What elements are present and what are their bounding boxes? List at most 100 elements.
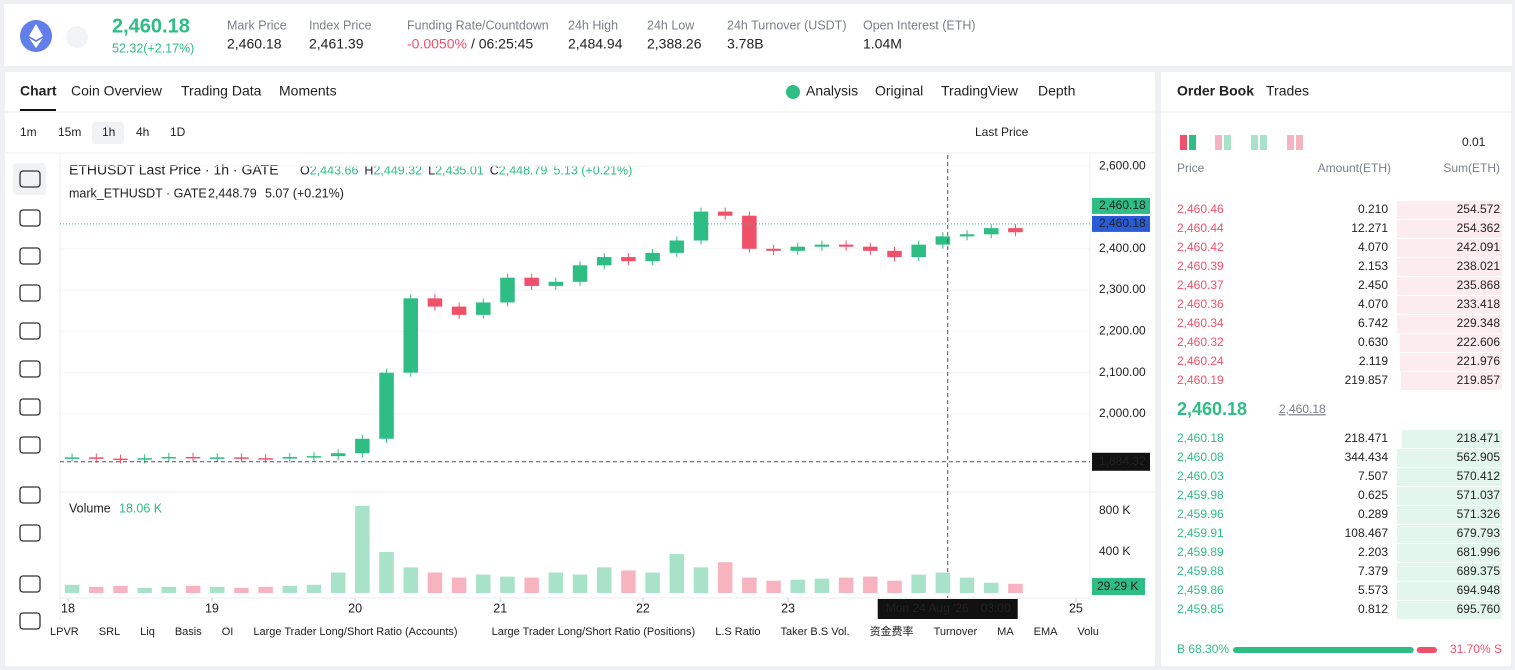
indicator[interactable]: Large Trader Long/Short Ratio (Positions… — [492, 626, 696, 638]
ob-col: Sum(ETH) — [1443, 161, 1500, 175]
ob-view-icon[interactable] — [1215, 135, 1222, 150]
chart-view[interactable]: Analysis — [806, 83, 858, 99]
favorite-button[interactable] — [66, 26, 88, 48]
ob-view-icon[interactable] — [1180, 135, 1187, 150]
depth-bar — [1397, 315, 1502, 333]
candle — [935, 236, 951, 245]
volume-bar — [863, 576, 878, 593]
ob-view-icon[interactable] — [1296, 135, 1303, 150]
ob-view-icon[interactable] — [1224, 135, 1231, 150]
ob-view-icon[interactable] — [1189, 135, 1196, 150]
volume-bar — [572, 574, 588, 593]
ob-tab[interactable]: Order Book — [1177, 83, 1254, 99]
tool-icon[interactable] — [19, 486, 41, 504]
ob-tab[interactable]: Trades — [1266, 83, 1309, 99]
candle — [476, 302, 491, 315]
indicator[interactable]: Taker B.S Vol. — [780, 626, 849, 638]
tool-icon[interactable] — [19, 436, 41, 454]
volume-bar — [693, 567, 709, 593]
indicator[interactable]: EMA — [1034, 626, 1059, 638]
chart-view[interactable]: TradingView — [941, 83, 1019, 99]
analysis-icon — [786, 85, 800, 99]
volume-last-tag — [1092, 578, 1145, 595]
chart-view[interactable]: Depth — [1038, 83, 1075, 99]
ob-amount: 12.271 — [1351, 221, 1388, 235]
indicator[interactable]: LPVR — [50, 626, 79, 638]
mark-legend-value: 2,448.79 — [208, 186, 257, 200]
interval[interactable]: 15m — [58, 125, 81, 139]
ob-view-icon[interactable] — [1251, 135, 1258, 150]
indicator[interactable]: Basis — [175, 626, 202, 638]
change: 52.32(+2.17%) — [112, 41, 194, 55]
volume-bar — [742, 577, 757, 593]
price-source[interactable]: Last Price — [975, 125, 1029, 139]
ob-sum: 694.948 — [1457, 583, 1501, 597]
volume-label: Volume — [69, 501, 111, 515]
interval[interactable]: 1D — [170, 125, 186, 139]
ob-amount: 0.210 — [1358, 202, 1388, 216]
ob-sum: 242.091 — [1457, 240, 1501, 254]
ob-amount: 2.153 — [1358, 259, 1388, 273]
indicator[interactable]: SRL — [99, 626, 120, 638]
ob-sum: 221.976 — [1457, 354, 1501, 368]
interval[interactable]: 4h — [136, 125, 149, 139]
ob-amount: 2.450 — [1358, 278, 1388, 292]
ob-amount: 0.630 — [1358, 335, 1388, 349]
candle — [887, 250, 902, 258]
candle — [596, 257, 612, 266]
tool-icon[interactable] — [19, 170, 41, 188]
tool-icon[interactable] — [19, 209, 41, 227]
stat-value: 2,484.94 — [568, 36, 623, 52]
ob-col: Amount(ETH) — [1318, 161, 1391, 175]
candle — [838, 244, 854, 247]
mark-legend-change: 5.07 (+0.21%) — [265, 186, 344, 200]
ob-price: 2,460.36 — [1177, 297, 1224, 311]
indicator[interactable]: MA — [997, 626, 1014, 638]
ob-sum: 233.418 — [1457, 297, 1501, 311]
chart-tab[interactable]: Coin Overview — [71, 83, 163, 99]
ob-sum: 695.760 — [1457, 602, 1501, 616]
y-tick-label: 2,100.00 — [1099, 365, 1146, 379]
chart-tab[interactable]: Moments — [279, 83, 337, 99]
ob-view-icon[interactable] — [1260, 135, 1267, 150]
volume-bar — [935, 572, 951, 593]
candle — [790, 246, 805, 251]
candle — [330, 453, 346, 457]
tool-icon[interactable] — [19, 575, 41, 593]
chart-view[interactable]: Original — [875, 83, 923, 99]
candle — [403, 298, 418, 373]
ob-view-icon[interactable] — [1287, 135, 1294, 150]
tool-icon[interactable] — [19, 247, 41, 265]
indicator[interactable]: OI — [222, 626, 234, 638]
ob-amount: 219.857 — [1345, 373, 1389, 387]
depth-bar — [1397, 296, 1502, 314]
volume-bar — [814, 578, 830, 593]
volume-bar — [403, 567, 418, 593]
tool-icon[interactable] — [19, 360, 41, 378]
interval[interactable]: 1m — [20, 125, 37, 139]
chart-tab[interactable]: Trading Data — [181, 83, 262, 99]
tool-icon[interactable] — [19, 398, 41, 416]
ob-tick[interactable]: 0.01 — [1462, 135, 1486, 149]
indicator[interactable]: 资金费率 — [870, 624, 914, 638]
interval[interactable]: 1h — [102, 125, 115, 139]
tool-icon[interactable] — [19, 322, 41, 340]
tool-icon[interactable] — [19, 284, 41, 302]
candle — [379, 372, 394, 439]
candle — [209, 457, 225, 459]
volume-bar — [137, 587, 152, 593]
tool-active — [13, 163, 46, 195]
indicator[interactable]: Volu — [1078, 626, 1099, 638]
chart-tab[interactable]: Chart — [20, 83, 57, 99]
indicator[interactable]: Large Trader Long/Short Ratio (Accounts) — [253, 626, 457, 638]
tool-icon[interactable] — [19, 524, 41, 542]
tool-icon[interactable] — [19, 612, 41, 630]
indicator[interactable]: Turnover — [934, 626, 978, 638]
last-price-tag — [1092, 215, 1150, 232]
y-tick-label: 2,000.00 — [1099, 406, 1146, 420]
indicator[interactable]: L.S Ratio — [715, 626, 760, 638]
candle — [355, 438, 370, 454]
ob-sum: 218.471 — [1457, 431, 1501, 445]
indicator[interactable]: Liq — [140, 626, 155, 638]
